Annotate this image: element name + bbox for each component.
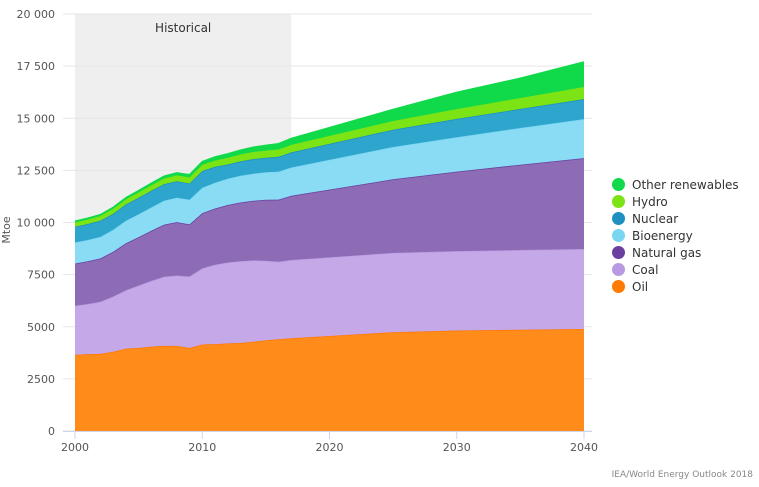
y-tick-label: 10 000 [17, 217, 56, 230]
legend-swatch-icon [612, 178, 625, 191]
legend-label: Nuclear [632, 211, 679, 226]
area-natural-gas[interactable] [75, 158, 584, 306]
area-nuclear[interactable] [75, 99, 584, 243]
y-tick-label: 15 000 [17, 112, 56, 125]
legend: Other renewables Hydro Nuclear Bioenergy Nat… [612, 176, 739, 295]
y-tick-label: 5000 [27, 321, 55, 334]
area-bioenergy[interactable] [75, 119, 584, 264]
legend-swatch-icon [612, 263, 625, 276]
area-oil[interactable] [75, 329, 584, 431]
y-tick-label: 12 500 [17, 164, 56, 177]
historical-label: Historical [155, 21, 211, 35]
legend-swatch-icon [612, 246, 625, 259]
legend-label: Other renewables [632, 177, 739, 192]
legend-item-coal[interactable]: Coal [612, 261, 739, 278]
y-tick-label: 7500 [27, 269, 55, 282]
y-tick-label: 17 500 [17, 60, 56, 73]
legend-item-hydro[interactable]: Hydro [612, 193, 739, 210]
legend-label: Oil [632, 279, 649, 294]
x-tick-label: 2040 [570, 441, 598, 454]
y-tick-label: 2500 [27, 373, 55, 386]
legend-swatch-icon [612, 229, 625, 242]
legend-swatch-icon [612, 212, 625, 225]
legend-item-other-renewables[interactable]: Other renewables [612, 176, 739, 193]
x-tick-label: 2030 [443, 441, 471, 454]
line-coal [74, 248, 585, 307]
legend-label: Coal [632, 262, 659, 277]
legend-item-nuclear[interactable]: Nuclear [612, 210, 739, 227]
line-other-renewables [74, 61, 585, 222]
legend-label: Bioenergy [632, 228, 693, 243]
source-credit: IEA/World Energy Outlook 2018 [611, 470, 753, 480]
x-tick-label: 2000 [61, 441, 89, 454]
area-series [74, 61, 585, 431]
x-axis-ticks: 2000 2010 2020 2030 2040 [61, 431, 598, 454]
x-tick-label: 2010 [188, 441, 216, 454]
y-tick-label: 20 000 [17, 8, 56, 21]
y-axis-label: Mtoe [0, 216, 13, 244]
legend-item-bioenergy[interactable]: Bioenergy [612, 227, 739, 244]
y-axis-ticks: 0 2500 5000 7500 10 000 12 500 15 000 17 500 20 … [17, 8, 56, 438]
legend-swatch-icon [612, 195, 625, 208]
y-tick-label: 0 [48, 425, 55, 438]
legend-label: Natural gas [632, 245, 702, 260]
area-hydro[interactable] [75, 87, 584, 227]
legend-label: Hydro [632, 194, 668, 209]
legend-item-natural-gas[interactable]: Natural gas [612, 244, 739, 261]
area-coal[interactable] [75, 249, 584, 355]
legend-item-oil[interactable]: Oil [612, 278, 739, 295]
x-tick-label: 2020 [316, 441, 344, 454]
area-other-renewables[interactable] [75, 62, 584, 223]
legend-swatch-icon [612, 280, 625, 293]
